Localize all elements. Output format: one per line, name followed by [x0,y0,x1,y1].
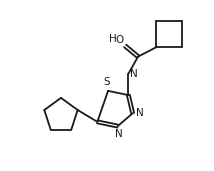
Text: S: S [104,77,110,87]
Text: N: N [130,69,138,79]
Text: H: H [109,34,117,44]
Text: O: O [115,35,123,45]
Text: N: N [136,108,143,118]
Text: N: N [115,129,123,139]
